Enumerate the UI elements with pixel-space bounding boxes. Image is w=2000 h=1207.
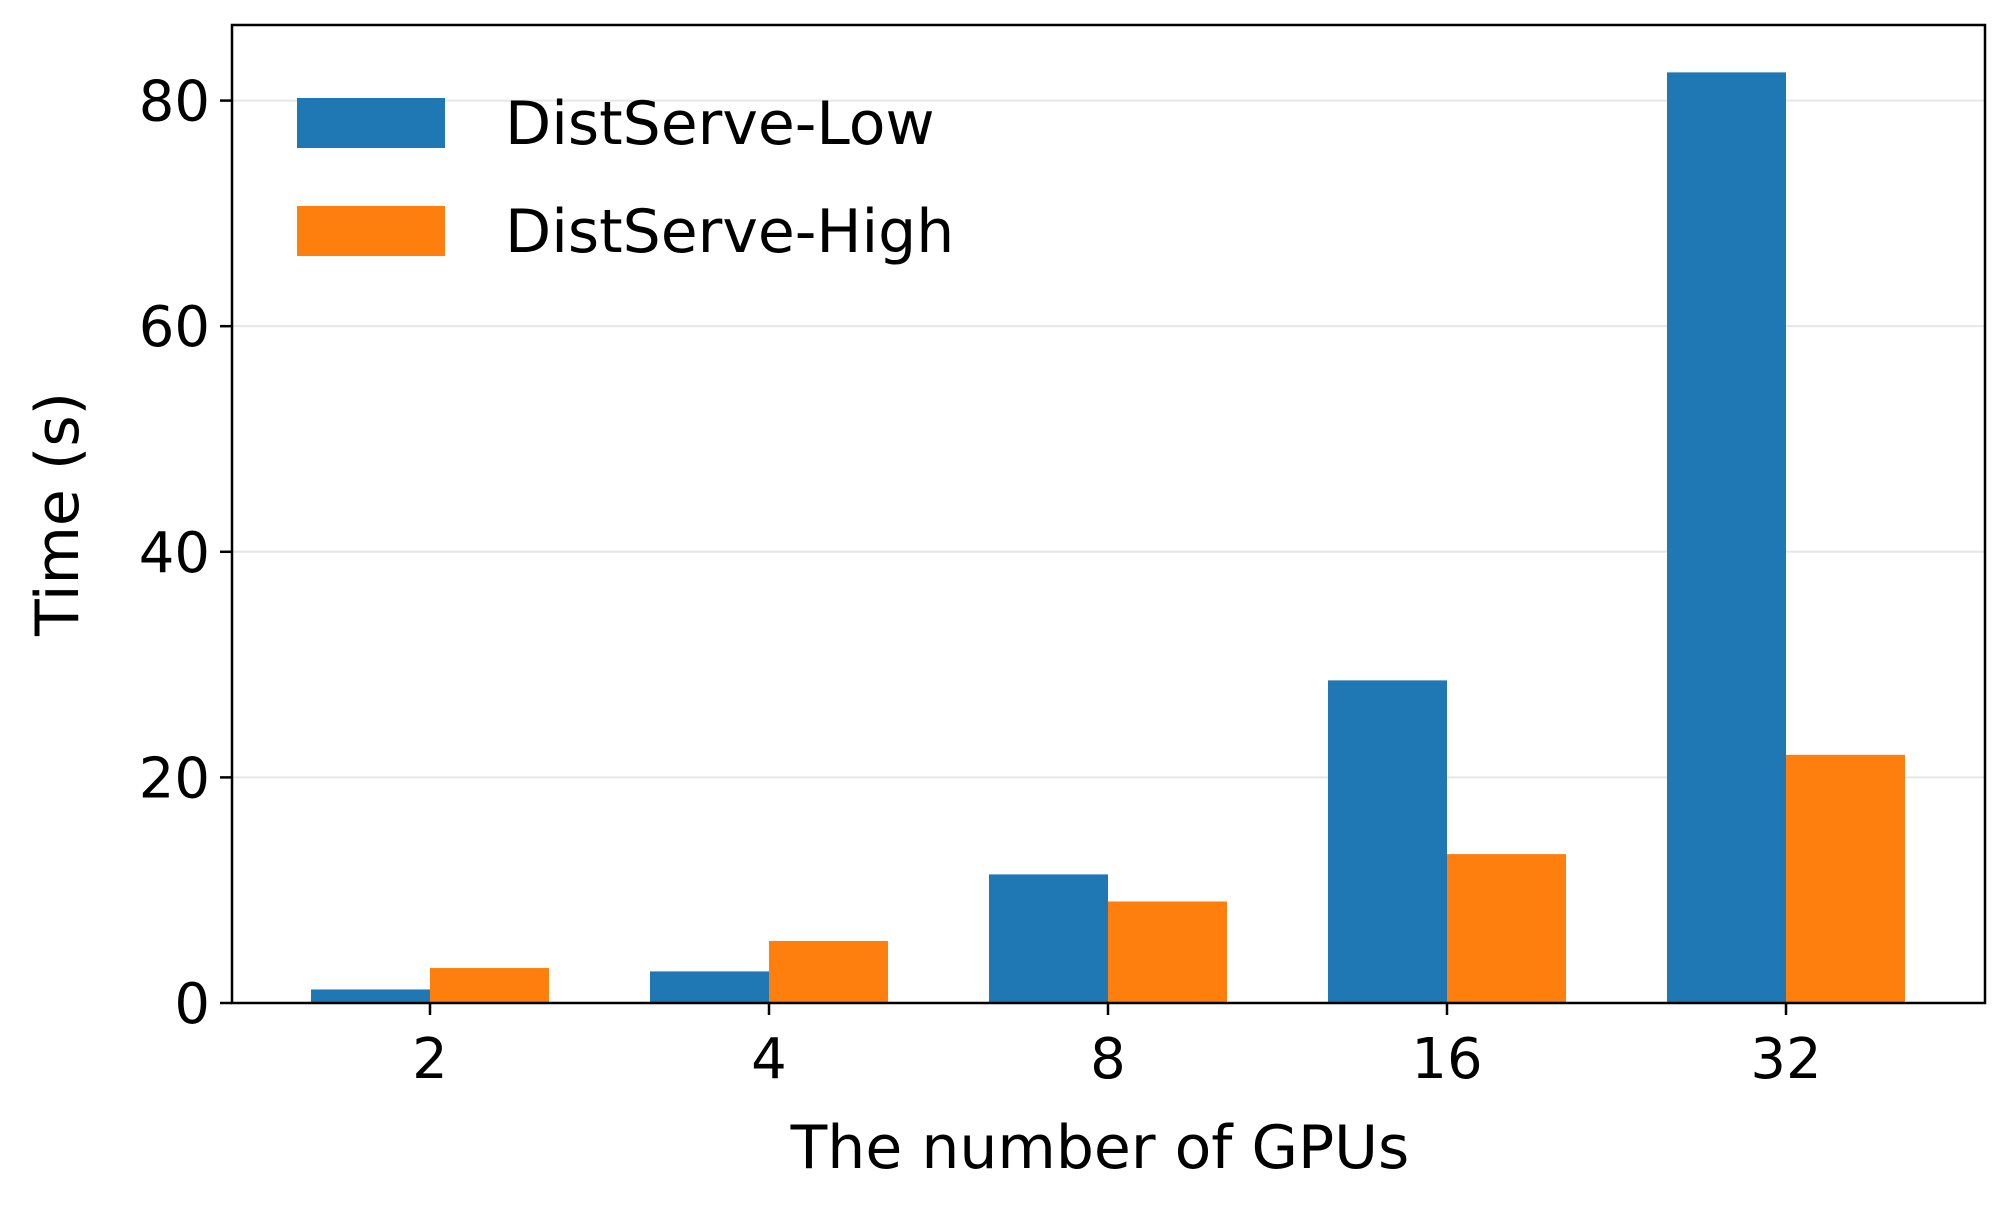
bar-distserve-low-2	[311, 989, 430, 1003]
legend-swatch	[297, 98, 445, 148]
bar-distserve-low-16	[1328, 680, 1447, 1003]
bar-distserve-high-8	[1108, 901, 1227, 1003]
x-tick-label: 32	[1750, 1027, 1821, 1092]
x-axis: 2 4 8 16 32	[412, 1003, 1822, 1092]
bar-distserve-high-4	[769, 940, 888, 1003]
y-tick-label: 20	[139, 746, 210, 811]
y-tick-label: 80	[139, 70, 210, 135]
bar-distserve-high-32	[1786, 754, 1905, 1003]
legend-swatch	[297, 206, 445, 256]
bar-distserve-high-2	[430, 968, 549, 1003]
x-tick-label: 8	[1090, 1027, 1126, 1092]
y-tick-label: 0	[174, 972, 210, 1037]
x-tick-label: 16	[1411, 1027, 1482, 1092]
y-tick-label: 40	[139, 521, 210, 586]
x-tick-label: 2	[412, 1027, 448, 1092]
legend-label: DistServe-Low	[505, 89, 935, 159]
bar-distserve-low-32	[1667, 72, 1786, 1004]
bar-distserve-low-8	[989, 874, 1108, 1003]
bars	[311, 72, 1905, 1004]
x-axis-title: The number of GPUs	[790, 1113, 1410, 1183]
legend: DistServe-Low DistServe-High	[297, 89, 954, 267]
bar-distserve-high-16	[1447, 854, 1566, 1003]
y-axis: 0 20 40 60 80	[139, 70, 232, 1037]
x-tick-label: 4	[751, 1027, 787, 1092]
legend-label: DistServe-High	[505, 197, 954, 267]
y-axis-title: Time (s)	[23, 392, 93, 637]
y-tick-label: 60	[139, 295, 210, 360]
bar-distserve-low-4	[650, 971, 769, 1003]
